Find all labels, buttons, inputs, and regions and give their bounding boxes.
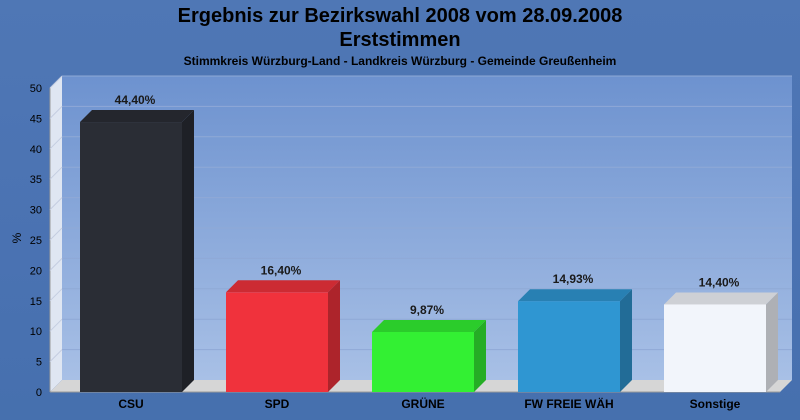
y-tick-label: 45	[30, 113, 42, 125]
bar-grüne	[372, 319, 486, 392]
bar-top	[80, 110, 194, 123]
gridline-side	[49, 136, 63, 150]
bar-top	[226, 280, 340, 293]
bar-side	[766, 292, 778, 392]
bar-sonstige	[664, 292, 778, 392]
gridline-side	[49, 75, 63, 89]
y-tick-label: 50	[30, 83, 42, 95]
y-tick-label: 10	[30, 326, 42, 338]
x-tick-label: FW FREIE WÄH	[524, 396, 613, 411]
y-tick-label: 15	[30, 296, 42, 308]
bar-side	[620, 289, 632, 392]
bar-front	[518, 301, 620, 392]
gridline-side	[49, 318, 63, 332]
y-tick-label: 20	[30, 265, 42, 277]
bar-side	[182, 110, 194, 392]
gridline-side	[49, 227, 63, 241]
y-tick-label: 25	[30, 235, 42, 247]
y-tick-label: 35	[30, 174, 42, 186]
bar-front	[226, 292, 328, 392]
bar-side	[328, 280, 340, 392]
data-label: 16,40%	[261, 263, 302, 277]
x-tick-label: GRÜNE	[401, 396, 444, 411]
bar-spd	[226, 280, 340, 392]
chart-title-line2: Erststimmen	[339, 29, 461, 51]
x-tick-label: CSU	[118, 397, 143, 411]
chart-subtitle: Stimmkreis Würzburg-Land - Landkreis Wür…	[183, 54, 617, 68]
y-tick-label: 0	[36, 387, 42, 399]
data-label: 14,93%	[553, 272, 594, 286]
bar-csu	[80, 110, 194, 392]
data-label: 14,40%	[699, 275, 740, 289]
y-tick-label: 40	[30, 144, 42, 156]
y-axis-label: %	[10, 232, 24, 243]
bar-top	[664, 292, 778, 305]
gridline-side	[49, 258, 63, 271]
x-tick-label: Sonstige	[690, 397, 741, 411]
bar-front	[372, 331, 474, 392]
gridline-side	[49, 197, 63, 210]
bar-side	[474, 319, 486, 392]
gridline-side	[49, 166, 63, 180]
gridline-side	[49, 106, 63, 119]
x-tick-label: SPD	[265, 397, 290, 411]
data-label: 44,40%	[115, 93, 156, 107]
bar-front	[664, 304, 766, 392]
gridline-side	[49, 288, 63, 302]
bar-front	[80, 122, 182, 392]
y-tick-label: 5	[36, 357, 42, 369]
data-label: 9,87%	[410, 303, 444, 317]
bar-top	[518, 289, 632, 302]
chart-title: Ergebnis zur Bezirkswahl 2008 vom 28.09.…	[177, 5, 623, 27]
y-tick-label: 30	[30, 205, 42, 217]
bar-fw-freie-wäh	[518, 289, 632, 392]
gridline-side	[49, 349, 63, 362]
bar-top	[372, 319, 486, 332]
